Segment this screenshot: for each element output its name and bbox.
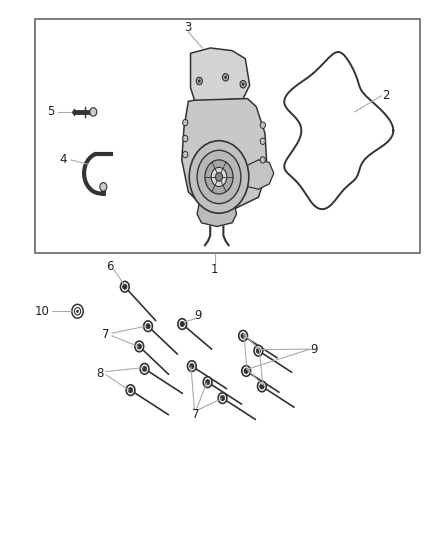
Polygon shape — [182, 99, 267, 208]
Circle shape — [260, 138, 265, 144]
Text: 7: 7 — [192, 408, 200, 421]
Circle shape — [135, 341, 144, 352]
Circle shape — [120, 281, 129, 292]
Circle shape — [224, 76, 227, 79]
Circle shape — [196, 77, 202, 85]
Polygon shape — [244, 160, 274, 189]
Circle shape — [240, 80, 246, 88]
Circle shape — [180, 321, 184, 327]
Circle shape — [183, 135, 188, 142]
Circle shape — [190, 364, 194, 369]
Text: 7: 7 — [102, 328, 110, 341]
Circle shape — [242, 366, 251, 376]
Circle shape — [100, 183, 107, 191]
Text: 9: 9 — [311, 343, 318, 356]
Text: 10: 10 — [34, 305, 49, 318]
Circle shape — [74, 308, 81, 315]
Circle shape — [218, 393, 227, 403]
Circle shape — [189, 141, 249, 213]
Circle shape — [137, 344, 141, 349]
Circle shape — [260, 384, 264, 389]
Circle shape — [260, 122, 265, 128]
Polygon shape — [191, 48, 250, 101]
Circle shape — [205, 160, 233, 194]
Circle shape — [256, 348, 261, 353]
Circle shape — [72, 304, 83, 318]
Text: 4: 4 — [60, 154, 67, 166]
Circle shape — [254, 345, 263, 356]
Circle shape — [187, 361, 196, 372]
Text: 5: 5 — [47, 106, 54, 118]
Text: 6: 6 — [106, 260, 113, 273]
Circle shape — [223, 74, 229, 81]
Text: 1: 1 — [211, 263, 219, 276]
Circle shape — [215, 173, 223, 181]
Polygon shape — [197, 203, 237, 227]
Circle shape — [241, 333, 245, 338]
Circle shape — [126, 385, 135, 395]
Circle shape — [123, 284, 127, 289]
Circle shape — [183, 119, 188, 126]
Bar — [35, 19, 420, 253]
Circle shape — [205, 379, 210, 385]
Circle shape — [144, 321, 152, 332]
Circle shape — [90, 108, 97, 116]
Circle shape — [260, 157, 265, 163]
Text: 3: 3 — [185, 21, 192, 34]
Text: 2: 2 — [381, 90, 389, 102]
Circle shape — [142, 366, 147, 372]
Circle shape — [76, 310, 79, 313]
Circle shape — [198, 79, 201, 83]
Circle shape — [220, 395, 225, 401]
Circle shape — [140, 364, 149, 374]
Circle shape — [239, 330, 247, 341]
Circle shape — [258, 381, 266, 392]
Text: 8: 8 — [96, 367, 103, 379]
Circle shape — [197, 150, 241, 204]
Circle shape — [146, 324, 150, 329]
Circle shape — [242, 83, 244, 86]
Text: 9: 9 — [194, 309, 202, 322]
Circle shape — [244, 368, 248, 374]
Circle shape — [178, 319, 187, 329]
Circle shape — [211, 167, 227, 187]
Circle shape — [203, 377, 212, 387]
Circle shape — [183, 151, 188, 158]
Circle shape — [128, 387, 133, 393]
